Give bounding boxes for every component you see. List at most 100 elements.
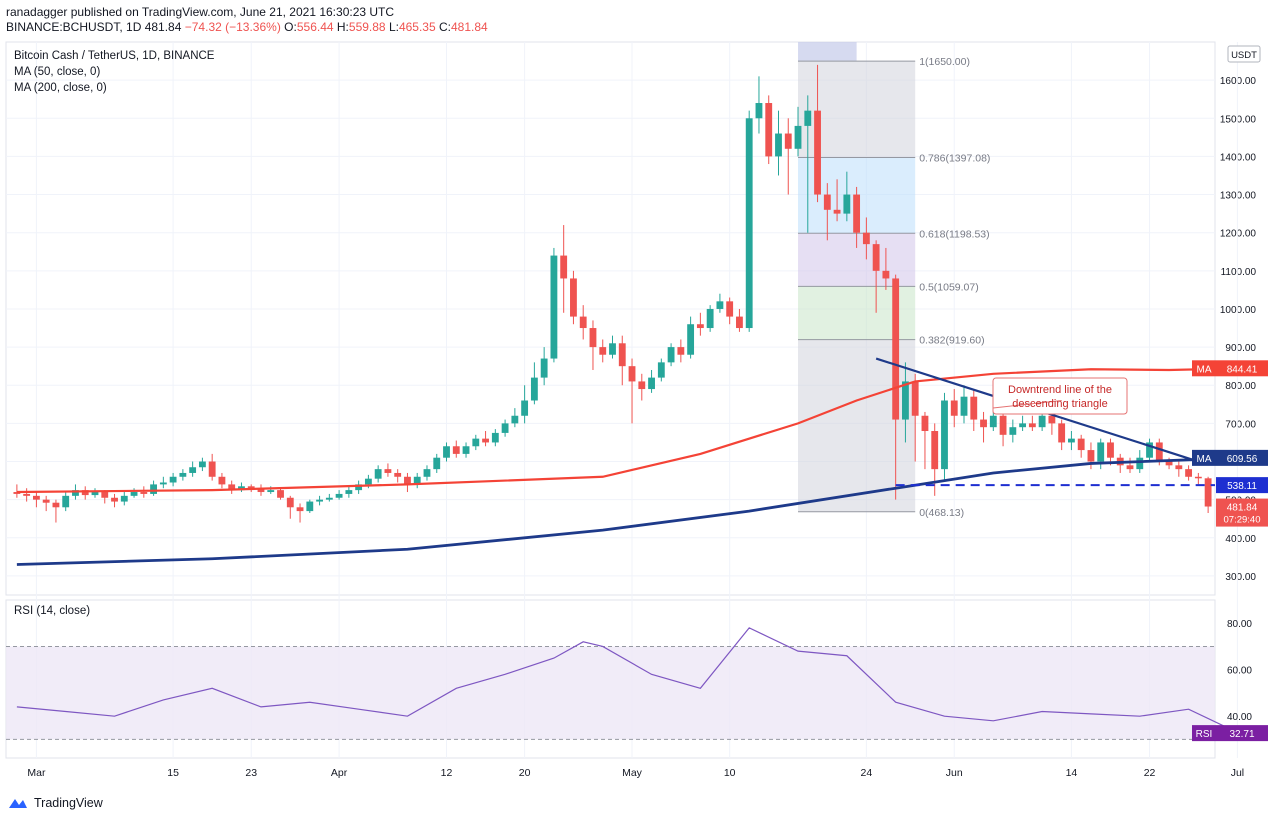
candle-body bbox=[1165, 461, 1173, 466]
price-tick-label: 1300.00 bbox=[1220, 191, 1257, 202]
price-tick-label: 800.00 bbox=[1225, 381, 1256, 392]
candle-body bbox=[218, 476, 226, 485]
candle-body bbox=[726, 301, 734, 317]
annotation-text: descending triangle bbox=[1012, 398, 1107, 410]
candle-body bbox=[696, 324, 704, 329]
candle-body bbox=[286, 497, 294, 508]
candle-body bbox=[833, 209, 841, 214]
publisher-line: ranadagger published on TradingView.com,… bbox=[6, 5, 395, 19]
candle-body bbox=[560, 255, 568, 279]
h-label: H: bbox=[336, 20, 349, 34]
candle-body bbox=[950, 400, 958, 416]
candle-body bbox=[589, 328, 597, 348]
price-badge bbox=[1216, 449, 1268, 466]
brand-name: TradingView bbox=[34, 796, 103, 810]
fib-level-label: 0.5(1059.07) bbox=[919, 281, 979, 293]
candle-body bbox=[540, 358, 548, 378]
candle-body bbox=[335, 493, 343, 498]
time-tick-label: Jun bbox=[946, 767, 963, 779]
price-tick-label: 700.00 bbox=[1225, 419, 1256, 430]
ohlc-line: BINANCE:BCHUSDT, 1D 481.84 −74.32 (−13.3… bbox=[6, 20, 488, 34]
candle-body bbox=[716, 301, 724, 309]
candle-body bbox=[325, 497, 333, 500]
candle-body bbox=[882, 270, 890, 279]
fib-level-label: 0.786(1397.08) bbox=[919, 153, 990, 165]
currency-box bbox=[1227, 45, 1261, 63]
candle-body bbox=[228, 484, 236, 491]
candle-body bbox=[277, 490, 284, 498]
time-tick-label: May bbox=[622, 767, 643, 779]
c-value: 481.84 bbox=[451, 20, 488, 34]
price-badge-tag-label: MA bbox=[1197, 454, 1212, 465]
price-tick-label: 1200.00 bbox=[1220, 229, 1257, 240]
legend-title: Bitcoin Cash / TetherUS, 1D, BINANCE bbox=[14, 50, 215, 62]
candle-body bbox=[648, 377, 655, 390]
ma200-line bbox=[16, 456, 1238, 566]
candle-body bbox=[316, 499, 323, 502]
candle-body bbox=[775, 133, 782, 157]
candle-body bbox=[189, 467, 197, 473]
tradingview-logo: TradingView bbox=[8, 796, 103, 810]
candle-body bbox=[892, 278, 900, 420]
c-label: C: bbox=[439, 20, 451, 34]
candle-body bbox=[394, 472, 402, 477]
candle-body bbox=[1048, 415, 1056, 424]
candle-body bbox=[618, 343, 626, 367]
candle-body bbox=[1058, 423, 1066, 443]
candle-body bbox=[423, 469, 431, 477]
rsi-badge-value: 32.71 bbox=[1229, 729, 1254, 740]
candle-body bbox=[657, 362, 665, 378]
candle-body bbox=[1038, 415, 1046, 428]
candle-body bbox=[257, 488, 265, 493]
l-label: L: bbox=[388, 20, 399, 34]
candle-body bbox=[384, 469, 392, 473]
annotation-pointer bbox=[992, 399, 1062, 409]
o-value: 556.44 bbox=[296, 20, 334, 34]
rsi-tick-label: 60.00 bbox=[1227, 666, 1252, 677]
rsi-badge-tag-label: RSI bbox=[1196, 729, 1213, 740]
fib-level-label: 0(468.13) bbox=[919, 507, 964, 519]
currency-label: USDT bbox=[1231, 50, 1257, 61]
rsi-badge-tag bbox=[1192, 725, 1216, 742]
price-badge-tag-label: MA bbox=[1197, 364, 1212, 375]
candle-body bbox=[570, 278, 577, 317]
time-tick-label: Jul bbox=[1231, 767, 1244, 779]
candle-body bbox=[1155, 442, 1163, 462]
candle-body bbox=[902, 381, 909, 420]
candle-body bbox=[1194, 476, 1202, 479]
candle-body bbox=[111, 497, 118, 502]
candle-body bbox=[247, 486, 255, 489]
candle-body bbox=[169, 476, 177, 483]
price-tick-label: 1100.00 bbox=[1221, 267, 1257, 278]
fib-level-label: 1(1650.00) bbox=[919, 56, 970, 68]
candle-body bbox=[208, 461, 216, 477]
price-badge-value: 609.56 bbox=[1227, 454, 1258, 465]
candle-body bbox=[755, 103, 763, 119]
price-tick-label: 1000.00 bbox=[1220, 305, 1257, 316]
candle-body bbox=[81, 490, 89, 496]
candle-body bbox=[638, 381, 646, 390]
time-tick-label: Apr bbox=[331, 767, 348, 779]
candle-body bbox=[462, 446, 470, 454]
candle-body bbox=[794, 125, 802, 149]
candle-body bbox=[1028, 423, 1036, 428]
rsi-band bbox=[6, 646, 1215, 740]
tradingview-logo-icon bbox=[9, 799, 27, 808]
price-badge-countdown: 07:29:40 bbox=[1224, 515, 1261, 526]
candle-body bbox=[267, 490, 275, 493]
annotation-text: Downtrend line of the bbox=[1008, 384, 1112, 396]
candle-body bbox=[599, 347, 607, 355]
candle-body bbox=[1146, 442, 1153, 458]
candle-body bbox=[1107, 442, 1114, 458]
candle-body bbox=[706, 308, 714, 329]
price-badge bbox=[1216, 477, 1268, 494]
candle-body bbox=[1009, 427, 1017, 435]
candle-body bbox=[345, 490, 353, 494]
candle-body bbox=[1068, 438, 1075, 443]
candle-body bbox=[1126, 465, 1134, 470]
candle-body bbox=[433, 457, 441, 470]
candle-body bbox=[677, 347, 685, 355]
h-value: 559.88 bbox=[348, 20, 386, 34]
candle-body bbox=[413, 476, 421, 485]
